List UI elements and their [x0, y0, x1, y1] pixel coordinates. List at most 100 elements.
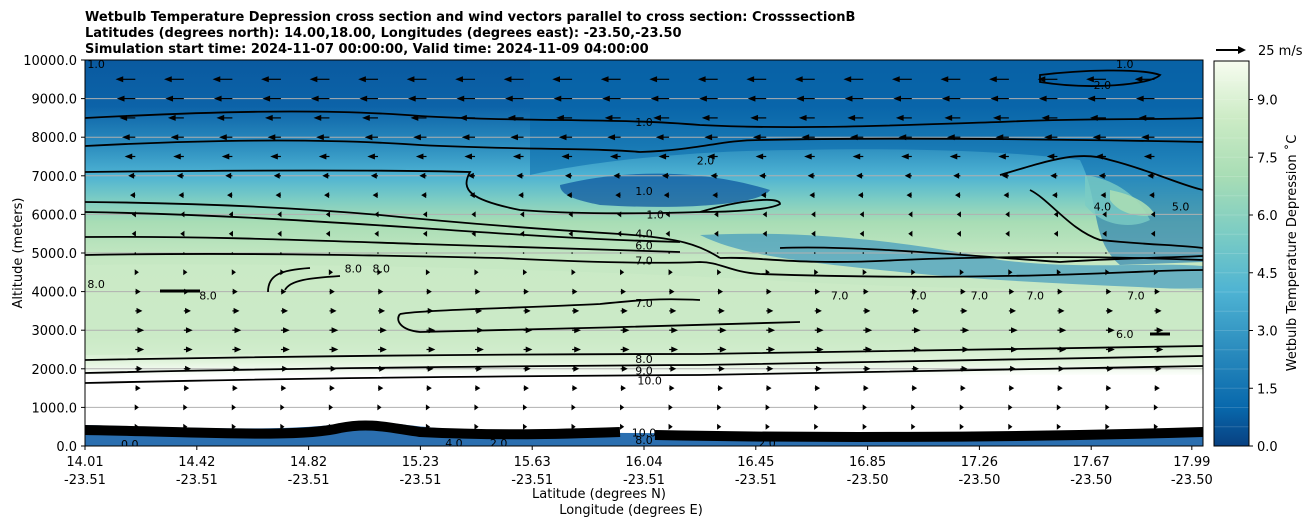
wind-vector: [474, 252, 476, 254]
wind-vector: [474, 423, 479, 430]
contour-label: 8.0: [87, 278, 105, 291]
wind-vector-head: [167, 114, 176, 121]
wind-vector: [814, 269, 819, 276]
wind-vector-head: [766, 288, 772, 295]
wind-vector: [1008, 327, 1018, 334]
x-tick-label-lat: 15.23: [402, 455, 439, 470]
wind-vector: [1150, 230, 1156, 237]
wind-vector: [1154, 365, 1162, 372]
contour-label: 5.0: [1172, 201, 1190, 214]
wind-vector-head: [523, 288, 529, 295]
wind-vector: [1008, 252, 1010, 254]
wind-vector: [475, 327, 484, 334]
wind-vector-head: [124, 153, 133, 160]
wind-vector-head: [1059, 346, 1067, 353]
wind-vector: [170, 134, 184, 141]
wind-vector-head: [524, 365, 531, 372]
wind-vector: [669, 327, 679, 334]
wind-vector-head: [178, 192, 184, 199]
x-tick-label-lat: 16.04: [625, 455, 662, 470]
wind-vector-head: [1010, 365, 1016, 372]
contour-7: [85, 235, 681, 253]
wind-vector: [131, 230, 136, 237]
y-tick-label: 0.0: [56, 440, 77, 455]
wind-vector-head: [955, 192, 961, 199]
wind-vector-head: [377, 423, 382, 430]
wind-vector-head: [992, 114, 1001, 121]
wind-vector: [134, 423, 139, 430]
wind-vector-head: [895, 114, 904, 121]
wind-vector-head: [362, 114, 370, 121]
contour-label: 1.0: [646, 208, 664, 221]
wind-vector: [707, 153, 718, 160]
wind-vector: [265, 114, 281, 121]
colorbar-bands: [1214, 79, 1249, 428]
wind-vector-head: [185, 346, 193, 353]
wind-vector: [183, 307, 191, 314]
wind-vector-head: [801, 134, 810, 141]
wind-vector-head: [1057, 385, 1063, 392]
wind-vector-head: [669, 385, 675, 392]
x-tick-label-lon: -23.50: [847, 473, 889, 488]
wind-vector: [1008, 423, 1013, 430]
wind-vector: [519, 211, 525, 218]
wind-vector-head: [476, 365, 483, 372]
wind-vector-head: [620, 269, 625, 276]
contour-9: [719, 256, 1203, 263]
wind-vector: [849, 134, 864, 141]
wind-vector-head: [671, 346, 679, 353]
wind-vector: [572, 346, 581, 353]
wind-vector-head: [752, 134, 761, 141]
wind-vector-head: [282, 307, 289, 314]
wind-vector-head: [523, 385, 529, 392]
wind-vector: [135, 307, 143, 314]
wind-vector-head: [767, 307, 774, 314]
wind-vector: [183, 252, 185, 254]
wind-vector-head: [1134, 76, 1143, 83]
wind-vector-head: [228, 211, 233, 218]
wind-vector: [475, 346, 484, 353]
wind-vector-head: [374, 230, 379, 237]
wind-vector: [759, 172, 767, 179]
wind-vector: [766, 288, 772, 295]
wind-vector: [377, 365, 386, 372]
wind-vector: [609, 153, 621, 160]
wind-vector-head: [759, 172, 765, 179]
wind-vector: [1057, 288, 1063, 295]
wind-vector: [1044, 134, 1058, 141]
wind-vector-head: [815, 385, 821, 392]
wind-vector: [1038, 95, 1058, 102]
wind-vector-head: [426, 385, 432, 392]
wind-vector: [377, 269, 382, 276]
wind-vector: [370, 172, 378, 179]
wind-vector: [329, 385, 335, 392]
wind-vector: [813, 252, 816, 254]
wind-vector-head: [816, 327, 824, 334]
wind-vector-head: [1095, 153, 1103, 160]
contour-18: [85, 345, 1203, 361]
wind-vector-head: [762, 211, 767, 218]
x-tick-label-lat: 16.45: [737, 455, 774, 470]
wind-vector: [225, 172, 233, 179]
wind-vector: [231, 404, 236, 411]
wind-vector-head: [328, 269, 334, 276]
wind-vector: [328, 269, 334, 276]
wind-vector-head: [864, 307, 871, 314]
wind-vector: [619, 252, 622, 254]
wind-vector-head: [662, 172, 668, 179]
wind-vector: [862, 252, 865, 254]
wind-vector: [475, 365, 483, 372]
colorbar-tick-label: 4.5: [1257, 267, 1278, 282]
wind-vector-head: [185, 365, 191, 372]
wind-vector: [995, 134, 1009, 141]
wind-vector: [1105, 346, 1115, 353]
y-tick-label: 5000.0: [32, 247, 78, 262]
wind-vector: [377, 307, 386, 314]
wind-vector-head: [273, 172, 280, 179]
wind-vector: [765, 404, 770, 411]
wind-vector-head: [213, 95, 222, 102]
wind-vector-head: [428, 346, 436, 353]
wind-vector-head: [568, 230, 573, 237]
wind-vector-head: [947, 134, 955, 141]
